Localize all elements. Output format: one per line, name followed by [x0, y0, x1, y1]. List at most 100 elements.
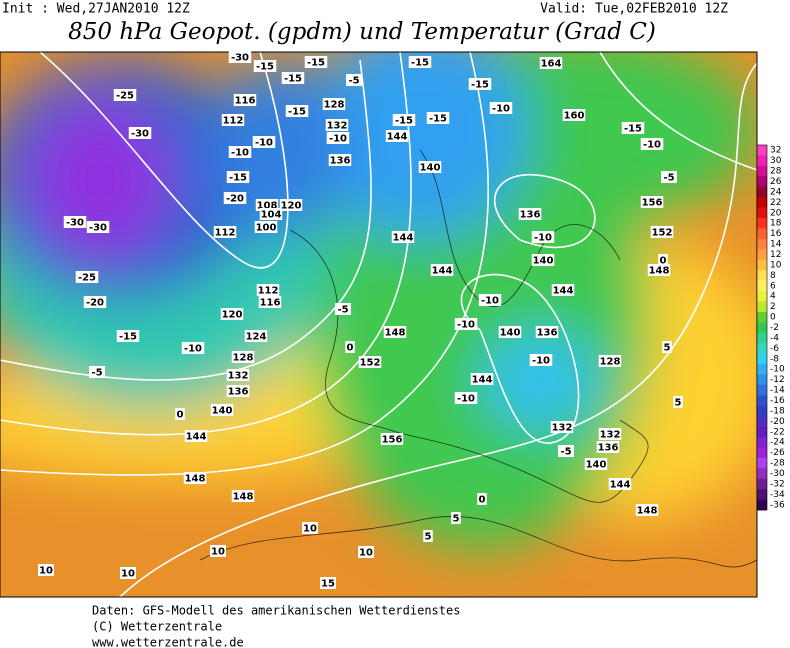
contour-label-box	[383, 326, 407, 338]
contour-label-box	[228, 146, 252, 158]
contour-label: 148	[649, 266, 670, 277]
contour-label-box	[75, 271, 99, 283]
contour-label-box	[550, 421, 574, 433]
colorbar-swatch	[757, 405, 767, 417]
colorbar-swatch	[757, 145, 767, 156]
colorbar-label: 6	[770, 281, 776, 291]
contour-label-box	[468, 78, 492, 90]
contour-label: -20	[86, 298, 104, 309]
contour-label-box	[231, 490, 255, 502]
contour-label: 132	[552, 423, 573, 434]
colorbar-swatch	[757, 384, 767, 396]
contour-label-box	[302, 522, 318, 534]
footer-line: Daten: GFS-Modell des amerikanischen Wet…	[92, 604, 460, 618]
contour-label: 0	[660, 256, 667, 267]
colorbar-label: 2	[770, 302, 776, 312]
contour-label: 140	[533, 256, 554, 267]
contour-label: -10	[534, 233, 552, 244]
colorbar-label: -18	[770, 406, 785, 416]
valid-time: Valid: Tue,02FEB2010 12Z	[540, 2, 728, 17]
colorbar-frame	[756, 144, 768, 511]
colorbar-label: 10	[770, 260, 782, 270]
contour-label-box	[608, 478, 632, 490]
contour-label: -10	[255, 138, 273, 149]
contour-label: -15	[411, 58, 429, 69]
contour-label: 156	[642, 198, 663, 209]
contour-label: 144	[387, 132, 408, 143]
colorbar-label: 26	[770, 177, 782, 187]
contour-label-box	[358, 356, 382, 368]
contour-label-box	[380, 433, 404, 445]
contour-label: -15	[119, 332, 137, 343]
colorbar-swatch	[757, 207, 767, 219]
contour-label-box	[529, 354, 553, 366]
contour-label: 15	[321, 579, 335, 590]
colorbar-label: -28	[770, 459, 785, 469]
contour-label: 120	[281, 201, 302, 212]
colorbar-label: 18	[770, 219, 782, 229]
contour-label: 148	[185, 474, 206, 485]
contour-label-box	[226, 369, 250, 381]
contour-label: 128	[324, 100, 345, 111]
contour-label-box	[562, 109, 586, 121]
contour-label-box	[596, 441, 620, 453]
contour-label-box	[478, 294, 502, 306]
contour-label-box	[253, 60, 277, 72]
contour-label-box	[320, 577, 336, 589]
contour-label-box	[518, 208, 542, 220]
contour-label-box	[423, 530, 433, 542]
contour-label: 136	[330, 156, 351, 167]
contour-label-box	[418, 161, 442, 173]
colorbar-label: -24	[770, 438, 785, 448]
contour-label: -15	[307, 58, 325, 69]
contour-label-box	[650, 226, 674, 238]
contour-label: -25	[116, 91, 134, 102]
colorbar-swatch	[757, 301, 767, 313]
contour-label: 144	[472, 375, 493, 386]
contour-label-box	[647, 264, 671, 276]
contour-label: -30	[131, 129, 149, 140]
colorbar-swatch	[757, 437, 767, 448]
contour-label-box	[231, 351, 255, 363]
colorbar-swatch	[757, 353, 767, 365]
contour-label-box	[244, 330, 268, 342]
colorbar-label: -34	[770, 490, 785, 500]
contour-label-box	[385, 130, 409, 142]
contour-label-box	[640, 196, 664, 208]
contour-label: -15	[288, 107, 306, 118]
contour-label: 5	[425, 532, 432, 543]
contour-label: -10	[492, 104, 510, 115]
contour-label: 0	[177, 410, 184, 421]
contour-label-box	[621, 122, 645, 134]
colorbar-label: 16	[770, 229, 782, 239]
colorbar-label: -14	[770, 386, 785, 396]
contour-label: 136	[520, 210, 541, 221]
colorbar-label: 12	[770, 250, 781, 260]
colorbar-label: 22	[770, 198, 781, 208]
contour-label-box	[673, 396, 683, 408]
colorbar-swatch	[757, 197, 767, 208]
contour-label: -10	[231, 148, 249, 159]
contour-label-box	[120, 567, 136, 579]
contour-label-box	[325, 119, 349, 131]
contour-label-box	[498, 326, 522, 338]
contour-label: -5	[663, 173, 674, 184]
contour-label: -15	[256, 62, 274, 73]
colorbar-swatch	[757, 478, 767, 490]
colorbar-label: -6	[770, 344, 779, 354]
contour-label-box	[256, 284, 280, 296]
colorbar-swatch	[757, 280, 767, 292]
contour-label: 144	[610, 480, 631, 491]
colorbar-swatch	[757, 218, 767, 229]
footer-line: (C) Wetterzentrale	[92, 620, 222, 634]
contour-label-box	[640, 138, 664, 150]
contour-label: -15	[229, 173, 247, 184]
contour-label-box	[598, 355, 622, 367]
contour-label: 10	[121, 569, 135, 580]
contour-label: -30	[66, 218, 84, 229]
colorbar-label: 30	[770, 156, 782, 166]
contour-label-box	[86, 221, 110, 233]
contour-label: -15	[395, 116, 413, 127]
contour-label: -20	[226, 194, 244, 205]
